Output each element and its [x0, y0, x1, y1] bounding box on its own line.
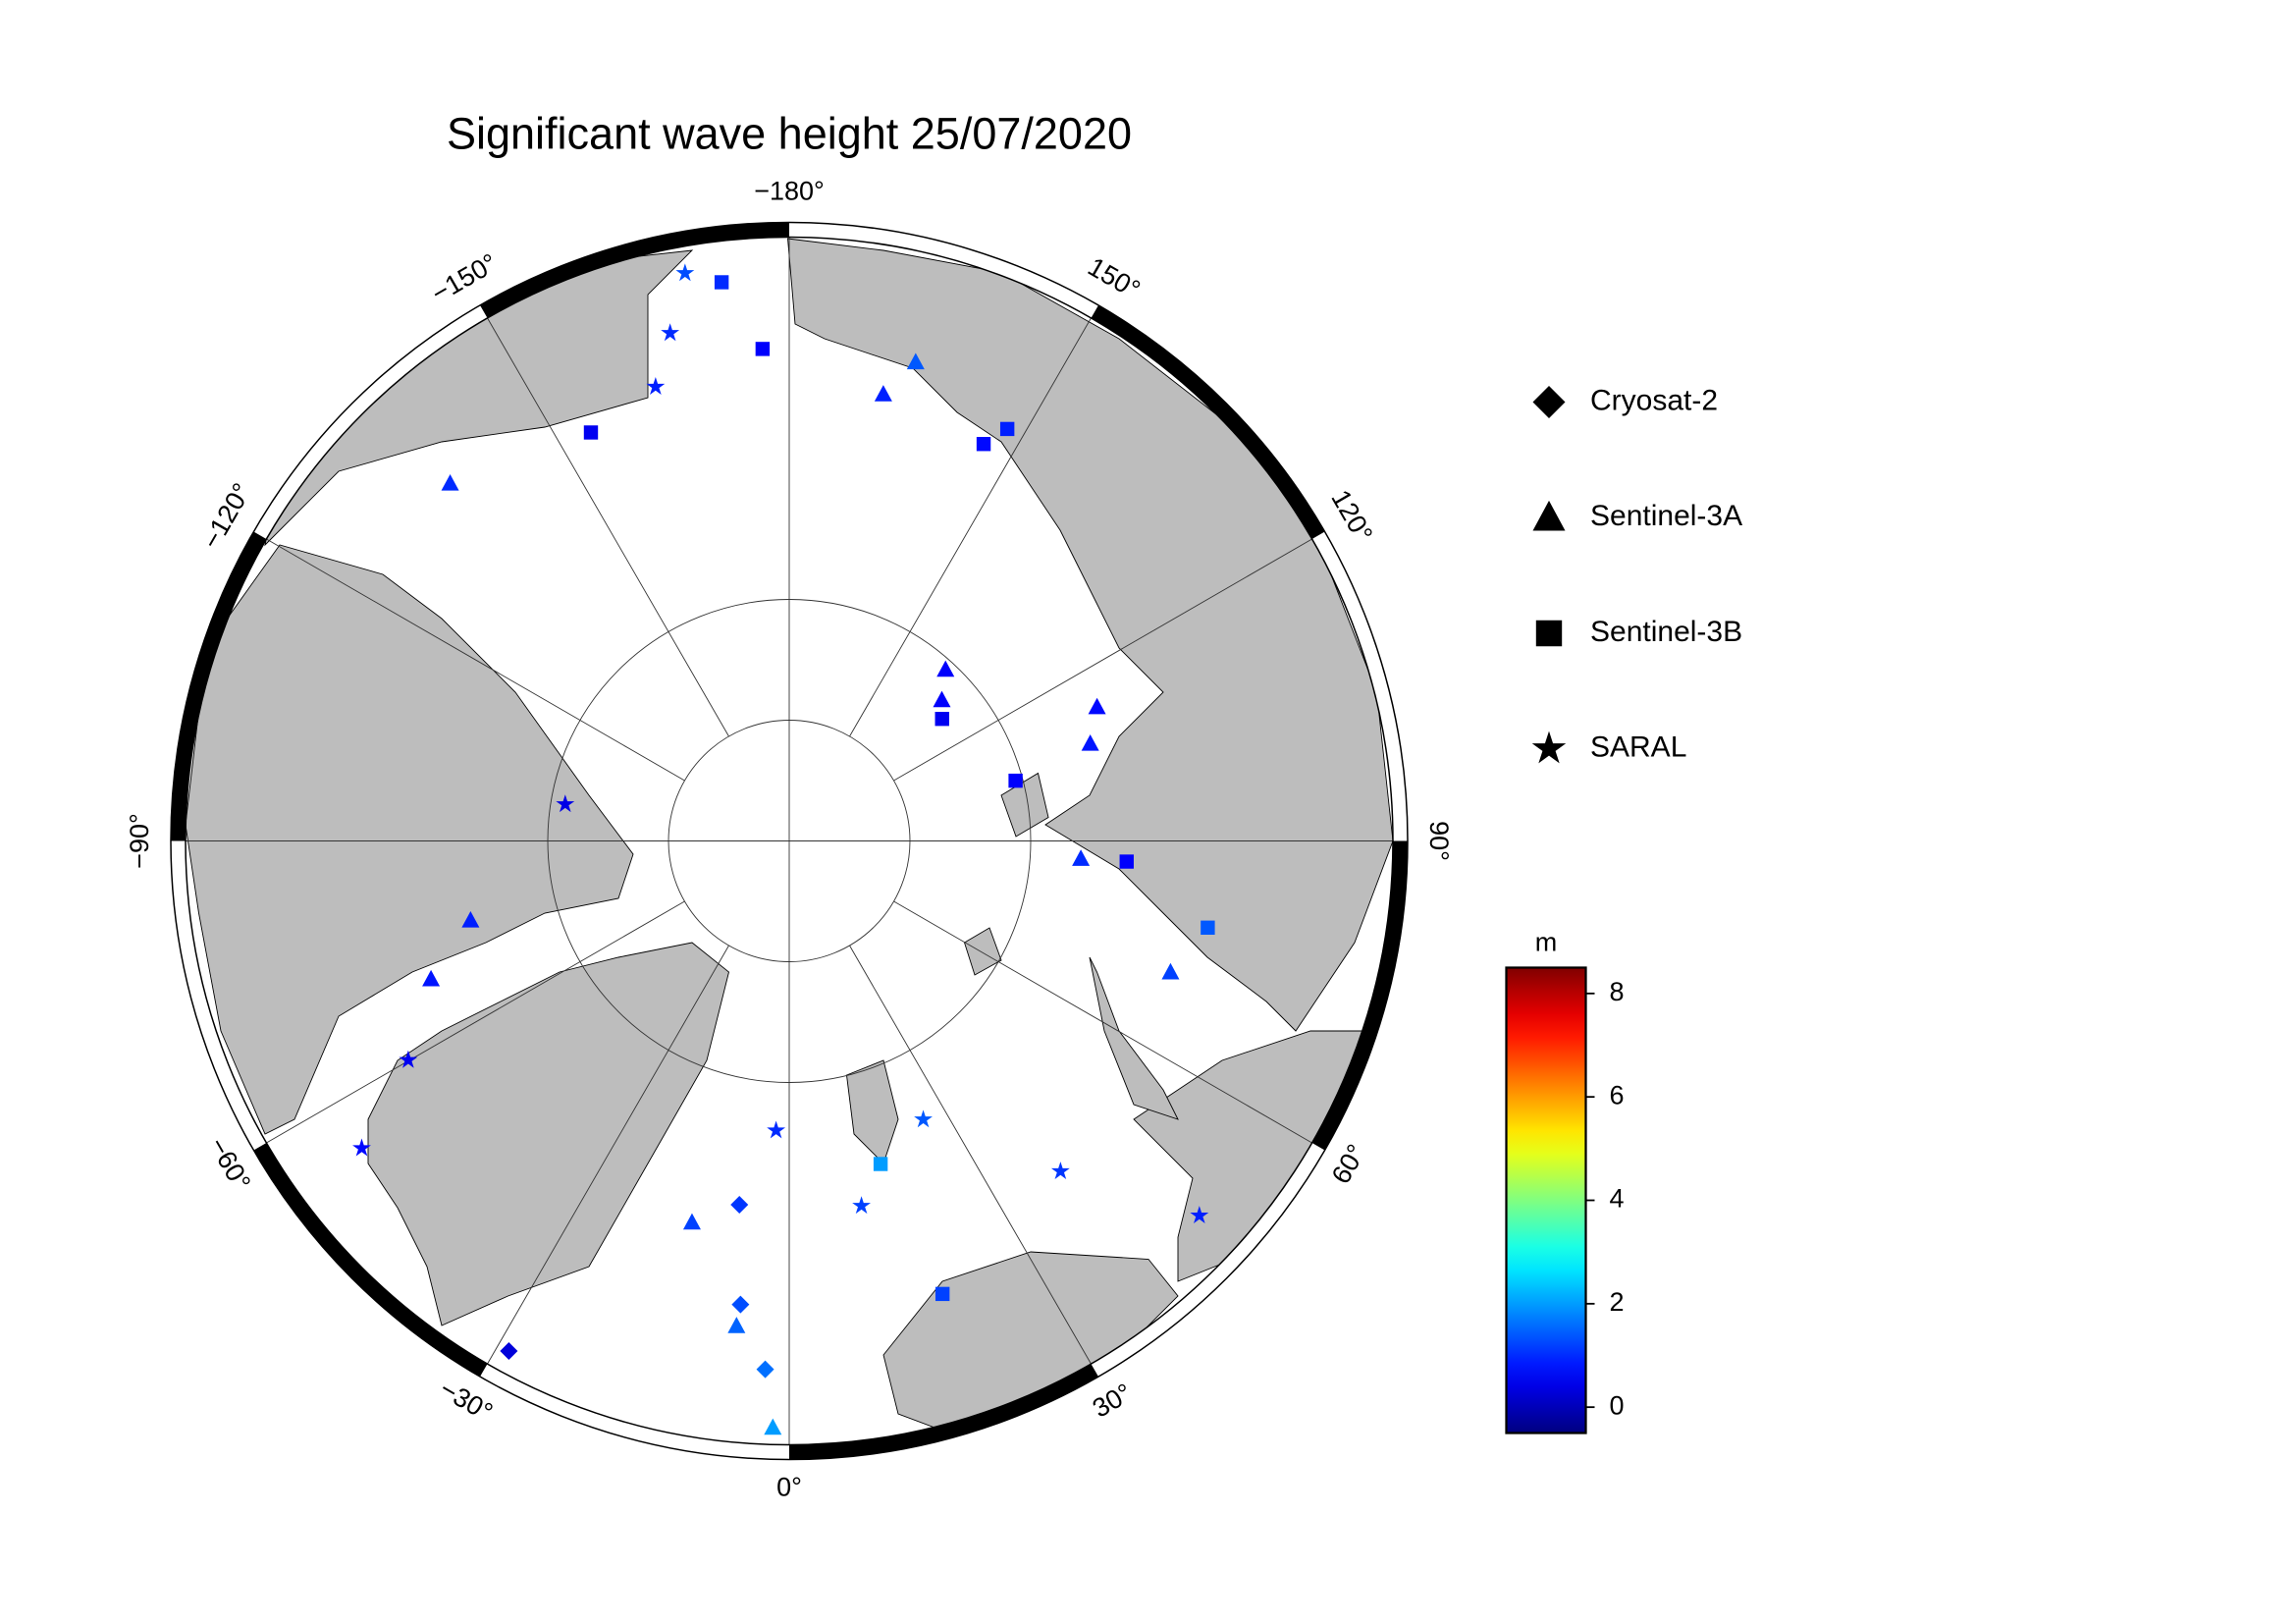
longitude-label: 90°: [1424, 821, 1454, 861]
square-marker: [934, 1286, 950, 1302]
square-marker: [714, 275, 729, 290]
longitude-label: 30°: [1088, 1378, 1137, 1423]
tracks: [352, 263, 1215, 1435]
legend-label: Sentinel-3B: [1590, 616, 1742, 648]
triangle-marker: [1532, 500, 1566, 531]
square-marker: [1119, 854, 1134, 869]
diamond-marker: [1532, 386, 1566, 418]
meridian: [893, 900, 1312, 1144]
square-marker: [583, 425, 599, 440]
legend-label: Sentinel-3A: [1590, 500, 1742, 532]
colorbar-tick-label: 2: [1610, 1287, 1625, 1317]
longitude-label: 0°: [776, 1473, 802, 1502]
legend-label: SARAL: [1590, 731, 1686, 764]
colorbar-body: [1505, 966, 1587, 1434]
diamond-marker: [731, 1295, 750, 1314]
triangle-marker: [1081, 734, 1099, 751]
square-marker: [976, 437, 991, 452]
triangle-marker: [461, 910, 480, 928]
triangle-marker: [764, 1418, 782, 1435]
triangle-marker: [1161, 962, 1180, 980]
star-marker: [661, 323, 680, 342]
triangle-marker: [906, 352, 925, 370]
star-marker: [914, 1109, 933, 1128]
severnaya-zemlya: [1000, 772, 1049, 838]
star-marker: [1050, 1162, 1070, 1179]
square-marker: [755, 342, 771, 356]
square-marker: [1535, 620, 1563, 647]
square-marker: [934, 711, 949, 727]
greenland: [367, 942, 730, 1326]
svalbard: [846, 1059, 899, 1164]
colorbar-label: m: [1535, 928, 1558, 957]
diamond-marker: [500, 1342, 518, 1361]
meridian: [893, 538, 1312, 782]
diamond-marker: [730, 1195, 749, 1214]
square-marker: [1008, 773, 1023, 788]
colorbar-tick-label: 4: [1610, 1184, 1625, 1214]
square-marker: [873, 1157, 888, 1171]
map-title: Significant wave height 25/07/2020: [447, 108, 1132, 158]
triangle-marker: [727, 1317, 746, 1333]
siberia: [787, 238, 1394, 1032]
triangle-marker: [1088, 697, 1106, 715]
canada: [186, 544, 634, 1135]
star-marker: [1531, 730, 1567, 764]
square-marker: [999, 421, 1015, 437]
colorbar-tick-label: 8: [1610, 977, 1625, 1006]
star-marker: [1190, 1206, 1209, 1224]
meridian: [487, 317, 729, 737]
colorbar-tick-label: 0: [1610, 1390, 1625, 1420]
triangle-marker: [936, 660, 955, 677]
longitude-label: −90°: [125, 813, 154, 869]
colorbar-tick-label: 6: [1610, 1080, 1625, 1109]
star-marker: [675, 263, 695, 282]
frame-segment: [171, 531, 267, 841]
legend-label: Cryosat-2: [1590, 384, 1718, 416]
star-marker: [646, 377, 666, 395]
longitude-label: −180°: [754, 177, 825, 206]
star-marker: [352, 1138, 371, 1157]
novaya-zemlya: [1089, 956, 1179, 1120]
colorbar: m 0 2 4 6 8: [1505, 928, 1625, 1434]
meridian: [849, 945, 1092, 1365]
russia-north-west: [1133, 1030, 1370, 1282]
triangle-marker: [441, 474, 459, 491]
frame-segment: [1091, 304, 1325, 540]
star-marker: [852, 1196, 872, 1215]
square-marker: [1201, 920, 1215, 935]
star-marker: [556, 794, 575, 813]
triangle-marker: [422, 969, 441, 987]
frame-segment: [480, 222, 790, 318]
meridian: [487, 945, 729, 1365]
graticule: [186, 237, 1394, 1445]
frame-segment: [789, 1364, 1099, 1460]
triangle-marker: [682, 1213, 701, 1230]
meridian: [266, 900, 685, 1144]
star-marker: [767, 1120, 786, 1139]
triangle-marker: [933, 690, 951, 708]
frame-segment: [1311, 840, 1409, 1151]
meridian: [849, 317, 1092, 737]
longitude-label: 150°: [1083, 251, 1145, 304]
meridian: [266, 538, 685, 782]
longitude-label: 120°: [1325, 485, 1378, 547]
diamond-marker: [756, 1360, 774, 1379]
legend: Cryosat-2 Sentinel-3A Sentinel-3B SARAL: [1531, 384, 1742, 764]
longitude-label: 60°: [1326, 1139, 1371, 1188]
triangle-marker: [874, 385, 892, 402]
franz-josef-land: [963, 927, 1002, 976]
alaska: [264, 249, 694, 547]
frame-segment: [253, 1142, 488, 1378]
star-marker: [399, 1050, 418, 1068]
triangle-marker: [1072, 849, 1091, 866]
